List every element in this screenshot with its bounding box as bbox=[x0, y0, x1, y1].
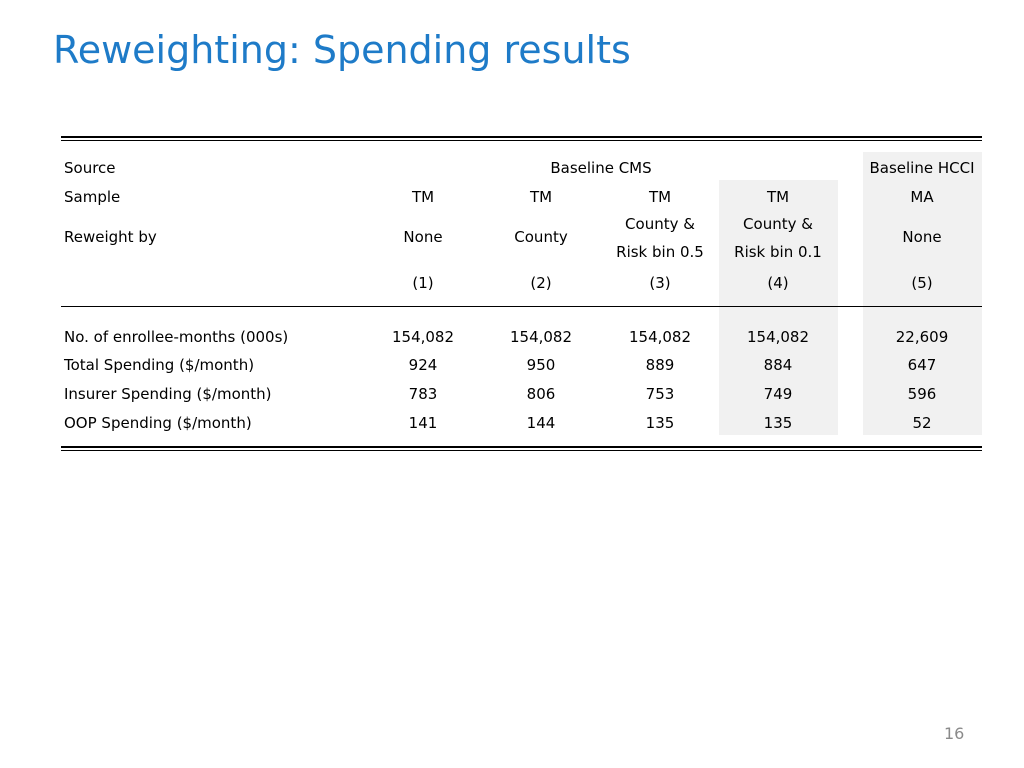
table-cell: 806 bbox=[526, 385, 556, 403]
highlight-column-5 bbox=[863, 152, 982, 435]
source-baseline-cms: Baseline CMS bbox=[550, 159, 652, 177]
column-number-3: (3) bbox=[649, 274, 671, 292]
reweight-col-5: None bbox=[902, 228, 942, 246]
sample-col-4: TM bbox=[766, 188, 790, 206]
sample-col-5: MA bbox=[910, 188, 934, 206]
column-number-4: (4) bbox=[767, 274, 789, 292]
page-number: 16 bbox=[944, 724, 965, 743]
sample-label: Sample bbox=[64, 188, 121, 206]
table-cell: 154,082 bbox=[509, 328, 573, 346]
highlight-column-4 bbox=[719, 180, 838, 435]
row-label: Insurer Spending ($/month) bbox=[64, 385, 272, 403]
table-cell: 749 bbox=[763, 385, 793, 403]
table-cell: 22,609 bbox=[895, 328, 949, 346]
row-label: OOP Spending ($/month) bbox=[64, 414, 252, 432]
table-cell: 950 bbox=[526, 356, 556, 374]
table-cell: 135 bbox=[645, 414, 675, 432]
table-cell: 154,082 bbox=[391, 328, 455, 346]
table-top-rule bbox=[61, 136, 982, 141]
table-cell: 52 bbox=[912, 414, 932, 432]
table-cell: 144 bbox=[526, 414, 556, 432]
row-label: No. of enrollee-months (000s) bbox=[64, 328, 289, 346]
table-cell: 647 bbox=[907, 356, 937, 374]
table-cell: 783 bbox=[408, 385, 438, 403]
table-cell: 889 bbox=[645, 356, 675, 374]
reweight-col-2: County bbox=[514, 228, 568, 246]
reweight-label: Reweight by bbox=[64, 228, 157, 246]
table-cell: 596 bbox=[907, 385, 937, 403]
sample-col-2: TM bbox=[529, 188, 553, 206]
row-label: Total Spending ($/month) bbox=[64, 356, 255, 374]
slide-title: Reweighting: Spending results bbox=[53, 28, 631, 72]
table-cell: 753 bbox=[645, 385, 675, 403]
column-number-2: (2) bbox=[530, 274, 552, 292]
table-cell: 141 bbox=[408, 414, 438, 432]
table-cell: 884 bbox=[763, 356, 793, 374]
column-number-1: (1) bbox=[412, 274, 434, 292]
table-cell: 924 bbox=[408, 356, 438, 374]
table-cell: 135 bbox=[763, 414, 793, 432]
source-label: Source bbox=[64, 159, 116, 177]
sample-col-3: TM bbox=[648, 188, 672, 206]
reweight-col-1: None bbox=[403, 228, 443, 246]
table-bottom-rule bbox=[61, 446, 982, 451]
reweight-col-4-line1: County & bbox=[743, 215, 813, 233]
source-baseline-hcci: Baseline HCCI bbox=[869, 159, 975, 177]
column-number-5: (5) bbox=[911, 274, 933, 292]
table-cell: 154,082 bbox=[746, 328, 810, 346]
sample-col-1: TM bbox=[411, 188, 435, 206]
reweight-col-3-line2: Risk bin 0.5 bbox=[616, 243, 704, 261]
table-cell: 154,082 bbox=[628, 328, 692, 346]
reweight-col-3-line1: County & bbox=[625, 215, 695, 233]
table-header-rule bbox=[61, 306, 982, 307]
reweight-col-4-line2: Risk bin 0.1 bbox=[734, 243, 822, 261]
